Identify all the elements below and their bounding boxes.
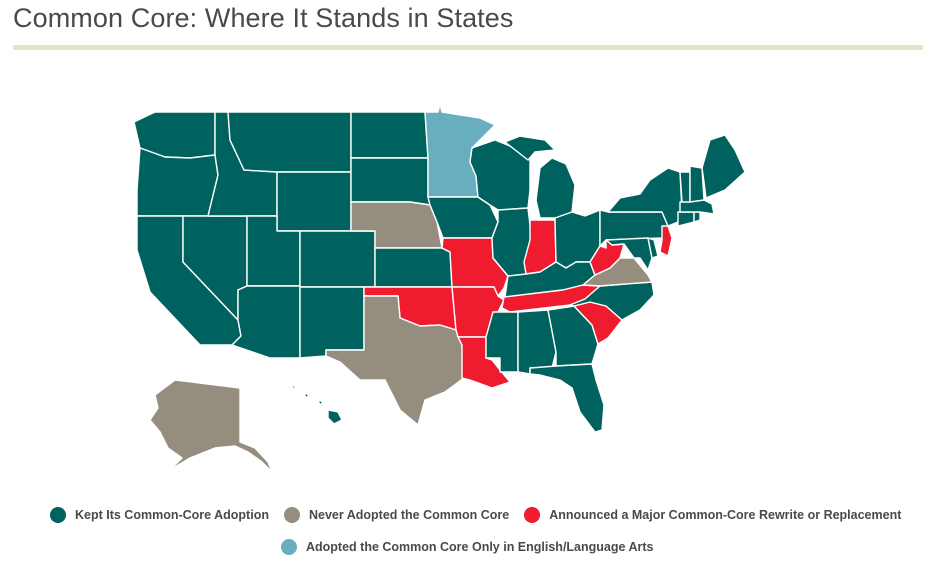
- legend-row-2: Adopted the Common Core Only in English/…: [281, 539, 668, 555]
- legend-dot-never: [283, 507, 300, 523]
- page-title: Common Core: Where It Stands in States: [13, 3, 514, 33]
- state-north-dakota[interactable]: [350, 111, 429, 159]
- state-south-dakota[interactable]: [350, 157, 431, 206]
- legend-label-never: Never Adopted the Common Core: [308, 508, 510, 522]
- state-montana[interactable]: [227, 111, 352, 173]
- legend-item-rewrite: Announced a Major Common-Core Rewrite or…: [524, 507, 901, 523]
- state-new-hampshire[interactable]: [689, 165, 705, 203]
- state-hawaii[interactable]: [291, 384, 343, 425]
- state-delaware[interactable]: [647, 237, 659, 259]
- title-underline: [13, 45, 923, 50]
- state-north-carolina[interactable]: [569, 281, 655, 321]
- legend-label-kept: Kept Its Common-Core Adoption: [75, 508, 269, 522]
- legend-item-ela-only: Adopted the Common Core Only in English/…: [281, 539, 653, 555]
- state-new-mexico[interactable]: [299, 286, 365, 359]
- state-colorado[interactable]: [299, 230, 376, 288]
- legend-label-rewrite: Announced a Major Common-Core Rewrite or…: [549, 508, 902, 522]
- state-vermont[interactable]: [679, 171, 691, 203]
- legend-dot-rewrite: [524, 507, 541, 523]
- state-arizona[interactable]: [231, 285, 301, 359]
- state-maryland[interactable]: [605, 237, 653, 271]
- legend-dot-ela-only: [281, 539, 297, 555]
- state-wyoming[interactable]: [276, 171, 352, 232]
- state-oregon[interactable]: [136, 147, 219, 217]
- state-kansas[interactable]: [374, 247, 453, 288]
- state-florida[interactable]: [529, 363, 605, 433]
- state-rhode-island[interactable]: [693, 211, 701, 223]
- legend-row-1: Kept Its Common-Core Adoption Never Adop…: [50, 507, 916, 523]
- legend-dot-kept: [50, 507, 66, 523]
- state-new-jersey[interactable]: [659, 225, 673, 257]
- state-connecticut[interactable]: [677, 211, 695, 227]
- legend-item-never: Never Adopted the Common Core: [283, 507, 510, 523]
- legend-item-kept: Kept Its Common-Core Adoption: [50, 507, 269, 523]
- state-alaska[interactable]: [149, 379, 273, 473]
- legend-label-ela-only: Adopted the Common Core Only in English/…: [306, 540, 654, 554]
- state-texas[interactable]: [325, 295, 465, 426]
- state-maine[interactable]: [701, 134, 746, 199]
